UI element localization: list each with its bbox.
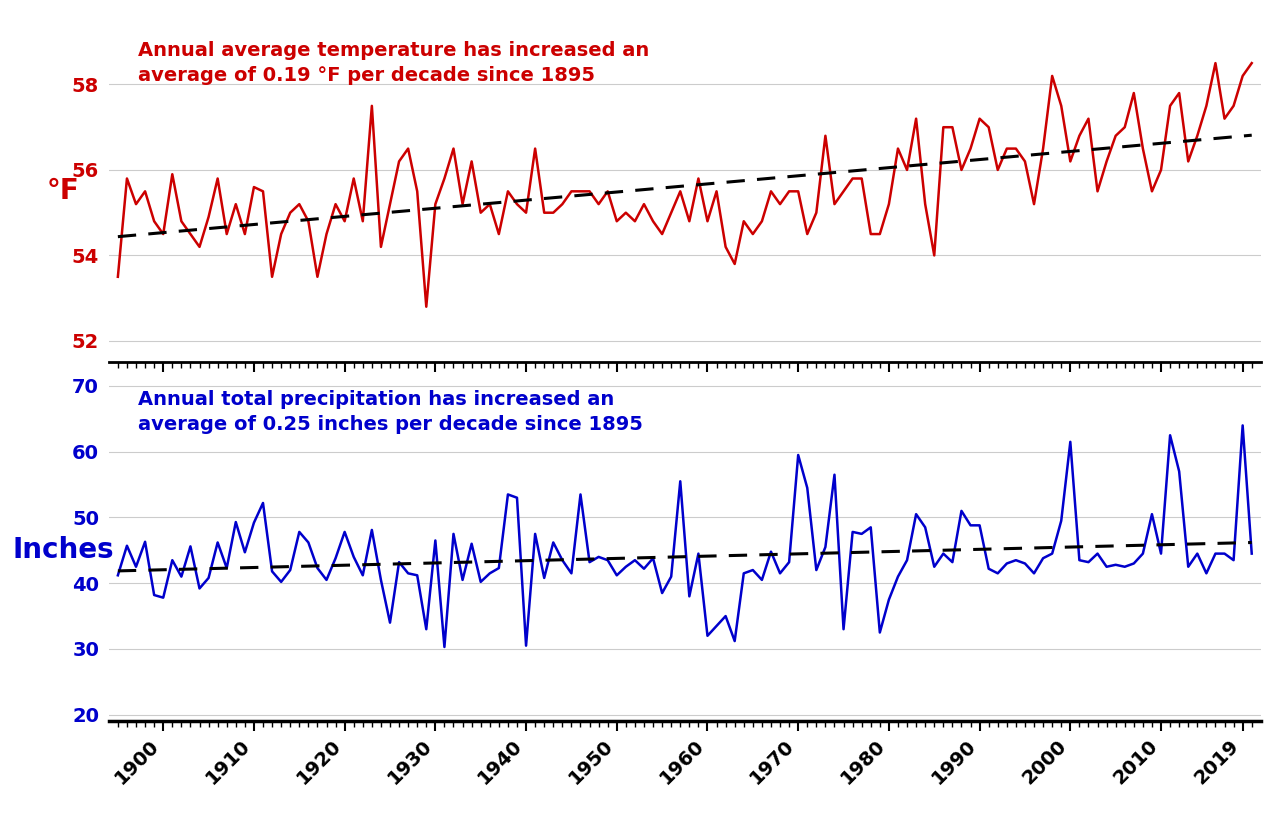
Y-axis label: Inches: Inches (13, 536, 114, 564)
Text: Annual average temperature has increased an
average of 0.19 °F per decade since : Annual average temperature has increased… (138, 41, 649, 85)
Y-axis label: °F: °F (47, 178, 79, 205)
Text: Annual total precipitation has increased an
average of 0.25 inches per decade si: Annual total precipitation has increased… (138, 390, 643, 434)
